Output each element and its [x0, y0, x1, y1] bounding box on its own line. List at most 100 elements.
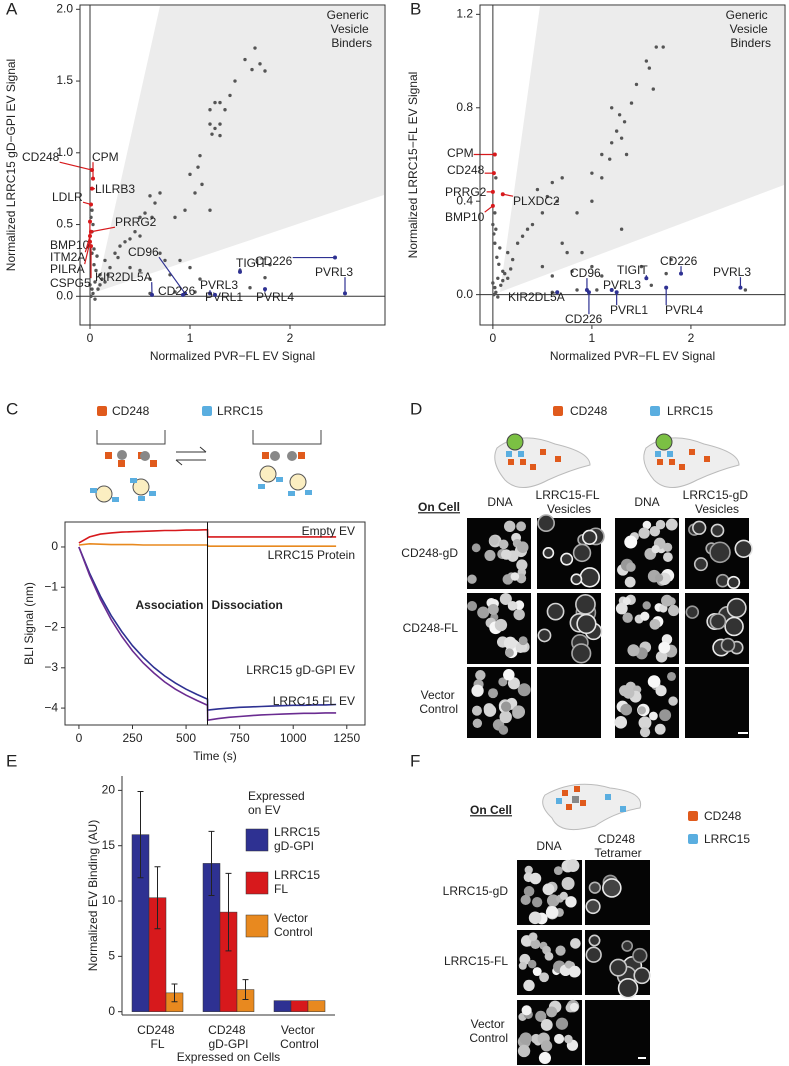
- point-label: KIR2DL5A: [95, 270, 152, 284]
- point: [535, 187, 540, 192]
- point: [501, 269, 505, 273]
- nucleus: [668, 604, 680, 617]
- y-tick-label: −1: [44, 579, 58, 593]
- error-bar: [137, 790, 144, 879]
- point: [494, 176, 498, 180]
- x-axis-label: Normalized PVR−FL EV Signal: [150, 349, 315, 363]
- panel-label: D: [410, 399, 422, 418]
- legend-label: LRRC15: [667, 404, 713, 418]
- labeled-point: [738, 285, 743, 290]
- point: [629, 101, 634, 105]
- point: [150, 215, 154, 220]
- point-label: PVRL1: [205, 290, 243, 304]
- cell-outline: [585, 898, 601, 915]
- point-label: TIGIT: [236, 256, 267, 270]
- y-axis-label: BLI Signal (nm): [22, 582, 36, 665]
- nucleus: [649, 526, 661, 537]
- point: [103, 258, 107, 263]
- labeled-point: [88, 234, 92, 239]
- point-label: CPM: [447, 146, 474, 160]
- legend-swatch: [97, 406, 107, 416]
- nucleus: [510, 572, 520, 581]
- labeled-point: [89, 244, 93, 249]
- labeled-point: [664, 285, 669, 290]
- point: [208, 108, 212, 112]
- cell-outline: [693, 557, 708, 572]
- point: [188, 265, 192, 270]
- point: [622, 120, 627, 124]
- point: [654, 45, 658, 49]
- point: [98, 273, 102, 277]
- labeled-point: [90, 186, 94, 191]
- point: [491, 222, 495, 227]
- point-label: PVRL3: [200, 278, 238, 292]
- cell-outline: [570, 573, 583, 586]
- cell-outline: [621, 940, 634, 952]
- x-axis-label: Expressed on Cells: [177, 1050, 280, 1064]
- labeled-point: [609, 287, 614, 292]
- point: [263, 275, 267, 280]
- plot-frame: [479, 4, 786, 326]
- point: [92, 263, 96, 267]
- point: [493, 211, 497, 215]
- labeled-point: [490, 189, 495, 194]
- labeled-point: [263, 287, 267, 292]
- legend-swatch: [245, 828, 269, 852]
- y-tick-label: 1.2: [456, 7, 473, 21]
- nucleus: [651, 544, 660, 554]
- error-bar: [154, 866, 161, 930]
- equilibrium-arrows: [175, 446, 207, 466]
- region: [500, 6, 784, 292]
- point: [624, 152, 629, 157]
- point: [213, 126, 217, 131]
- cell-outline: [588, 881, 602, 894]
- micrograph: [685, 667, 749, 738]
- point: [550, 274, 554, 278]
- point-label: CD226: [565, 312, 603, 326]
- nucleus: [530, 939, 541, 950]
- point: [495, 255, 499, 259]
- cell-outline: [685, 605, 700, 619]
- point-label: CD226: [158, 284, 196, 298]
- point: [540, 211, 545, 215]
- point: [600, 274, 604, 278]
- nucleus: [523, 979, 535, 992]
- x-tick-label: 1: [187, 331, 194, 345]
- point: [491, 281, 495, 285]
- point: [123, 240, 127, 244]
- error-bar: [208, 830, 215, 896]
- point: [510, 257, 515, 262]
- nucleus: [655, 650, 668, 663]
- on-cell-label: On Cell: [418, 500, 460, 514]
- x-tick-label: 750: [230, 731, 250, 745]
- nucleus: [507, 600, 518, 611]
- series-label: Empty EV: [302, 524, 355, 538]
- point: [493, 285, 497, 290]
- legend-label: CD248: [112, 404, 150, 418]
- labeled-point: [343, 291, 347, 296]
- error-bar: [225, 872, 232, 952]
- point: [669, 257, 673, 262]
- nucleus: [555, 1017, 569, 1030]
- column-label: LRRC15-FL Vesicles: [536, 488, 603, 516]
- point: [503, 271, 507, 276]
- nucleus: [503, 520, 516, 532]
- nucleus: [555, 945, 566, 956]
- point: [565, 250, 569, 255]
- point: [223, 108, 227, 112]
- point: [600, 176, 604, 180]
- point: [494, 290, 498, 294]
- x-tick-label: Vector Control: [280, 1023, 319, 1051]
- nucleus: [554, 1033, 565, 1044]
- nucleus: [531, 897, 543, 908]
- cell-outline: [546, 602, 565, 621]
- cell-icon: [643, 437, 740, 488]
- cell-outline: [609, 958, 628, 977]
- y-tick-label: 10: [102, 893, 116, 907]
- point: [258, 62, 262, 66]
- x-tick-label: 500: [176, 731, 196, 745]
- legend-title: Expressed on EV: [248, 789, 308, 817]
- cell-outline: [602, 878, 622, 898]
- bar: [290, 1000, 309, 1012]
- column-label: CD248 Tetramer: [594, 832, 641, 860]
